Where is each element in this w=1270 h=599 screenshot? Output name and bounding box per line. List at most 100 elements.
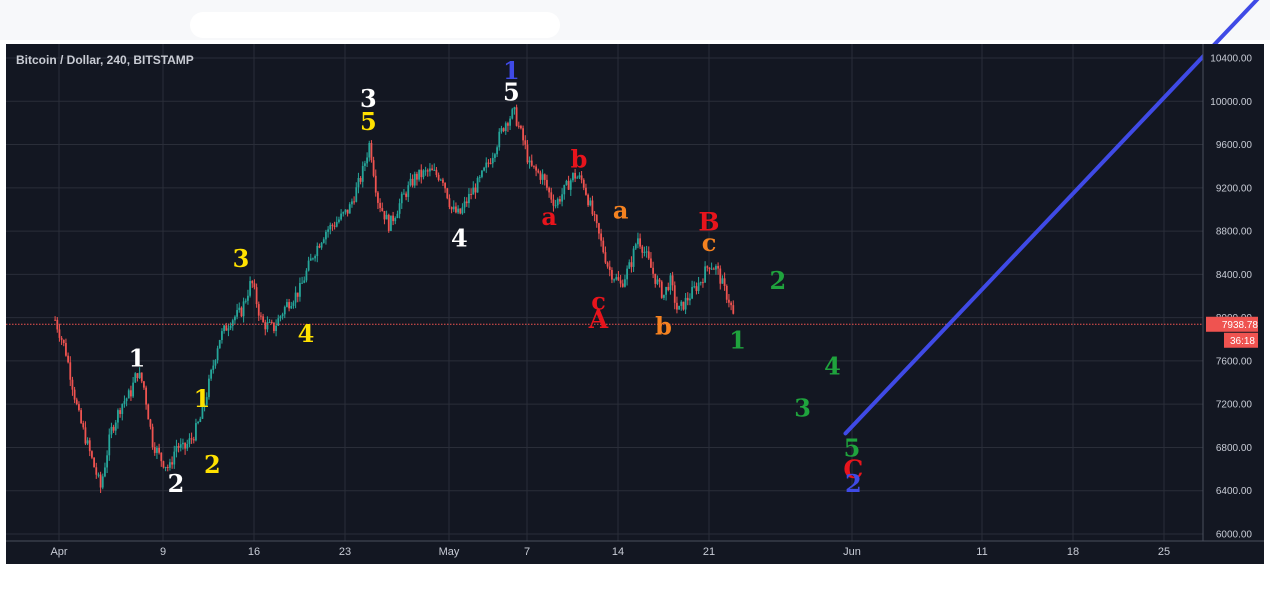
candle-body bbox=[691, 286, 693, 299]
candle-body bbox=[455, 206, 457, 213]
wave-label: 1 bbox=[503, 56, 520, 85]
candle-body bbox=[682, 301, 685, 310]
candle-body bbox=[680, 301, 683, 306]
candle-body bbox=[678, 305, 680, 310]
price-tick-label: 6000.00 bbox=[1216, 530, 1253, 541]
candle-body bbox=[117, 410, 119, 423]
candle-body bbox=[353, 201, 355, 203]
price-tick-label: 9200.00 bbox=[1216, 183, 1253, 194]
candle-body bbox=[303, 280, 306, 283]
candle-body bbox=[390, 215, 392, 231]
candle-body bbox=[481, 170, 483, 177]
candle-body bbox=[73, 389, 76, 400]
wave-label: 4 bbox=[824, 351, 841, 380]
candle-body bbox=[663, 294, 665, 298]
wave-label: A bbox=[588, 305, 609, 334]
candle-body bbox=[559, 199, 561, 202]
candle-body bbox=[476, 177, 479, 193]
candle-body bbox=[192, 439, 195, 441]
time-tick-label: 21 bbox=[703, 546, 715, 558]
candle-body bbox=[108, 434, 111, 456]
candle-body bbox=[143, 381, 145, 388]
candle-body bbox=[548, 187, 550, 193]
candle-body bbox=[723, 278, 726, 286]
candle-body bbox=[71, 379, 74, 390]
candle-body bbox=[541, 174, 544, 180]
candle-body bbox=[546, 179, 548, 188]
candle-body bbox=[615, 277, 618, 280]
candle-body bbox=[539, 172, 542, 180]
candle-body bbox=[333, 225, 336, 227]
candle-body bbox=[366, 157, 368, 164]
candle-body bbox=[240, 307, 243, 317]
candle-body bbox=[424, 170, 427, 172]
candle-body bbox=[325, 231, 327, 240]
wave-label: c bbox=[702, 228, 717, 257]
candle-body bbox=[511, 109, 514, 119]
wave-label: 4 bbox=[298, 319, 315, 348]
projection-line bbox=[843, 0, 1260, 436]
candle-body bbox=[422, 170, 425, 178]
candle-body bbox=[292, 302, 295, 306]
candle-body bbox=[86, 440, 89, 444]
time-tick-label: 11 bbox=[976, 546, 987, 558]
candle-body bbox=[704, 266, 706, 283]
candle-body bbox=[437, 174, 440, 180]
candle-body bbox=[487, 162, 490, 164]
candle-body bbox=[286, 302, 288, 307]
candle-body bbox=[409, 178, 412, 186]
candle-body bbox=[136, 373, 139, 379]
candle-body bbox=[290, 305, 293, 309]
candle-body bbox=[162, 461, 165, 468]
candle-body bbox=[669, 275, 672, 290]
candle-body bbox=[270, 321, 273, 323]
candle-body bbox=[673, 285, 676, 303]
candle-body bbox=[602, 240, 605, 253]
candle-body bbox=[104, 467, 106, 477]
candle-body bbox=[205, 397, 208, 405]
candle-body bbox=[647, 251, 650, 259]
candle-body bbox=[665, 286, 667, 295]
candle-body bbox=[164, 466, 167, 468]
candle-body bbox=[411, 178, 414, 186]
candle-body bbox=[470, 193, 472, 195]
candle-body bbox=[175, 446, 178, 452]
time-tick-label: 25 bbox=[1158, 546, 1170, 558]
candle-body bbox=[474, 187, 477, 193]
candle-body bbox=[370, 143, 373, 161]
candle-body bbox=[485, 162, 488, 168]
candle-body bbox=[656, 279, 659, 284]
candle-body bbox=[264, 322, 267, 330]
candle-body bbox=[543, 174, 546, 180]
candle-body bbox=[706, 266, 709, 268]
chart-background bbox=[6, 44, 1264, 564]
candle-body bbox=[351, 201, 353, 205]
time-axis-ticks: Apr 9 16 23 May 7 14 21 Jun 11 18 25 bbox=[50, 546, 1170, 558]
time-tick-label: 18 bbox=[1067, 546, 1079, 558]
candle-body bbox=[641, 246, 644, 253]
candle-body bbox=[203, 404, 206, 408]
time-tick-label: 9 bbox=[160, 546, 166, 558]
candle-body bbox=[632, 248, 635, 267]
candle-body bbox=[177, 446, 180, 448]
blurred-footer-blob bbox=[6, 568, 196, 588]
candle-body bbox=[394, 218, 397, 222]
candle-body bbox=[528, 160, 531, 163]
candle-body bbox=[93, 457, 95, 468]
candle-body bbox=[195, 423, 197, 441]
candle-body bbox=[591, 200, 594, 215]
candle-body bbox=[658, 279, 661, 282]
candle-body bbox=[693, 286, 696, 288]
wave-label: c bbox=[591, 286, 606, 315]
candle-body bbox=[643, 251, 646, 253]
candle-body bbox=[346, 209, 349, 214]
candle-body bbox=[502, 128, 505, 132]
candle-body bbox=[275, 325, 277, 331]
candle-body bbox=[171, 462, 173, 465]
candle-body bbox=[387, 214, 390, 231]
candle-body bbox=[563, 184, 566, 195]
candle-body bbox=[728, 299, 730, 303]
candle-body bbox=[550, 192, 553, 200]
candle-body bbox=[569, 180, 572, 190]
